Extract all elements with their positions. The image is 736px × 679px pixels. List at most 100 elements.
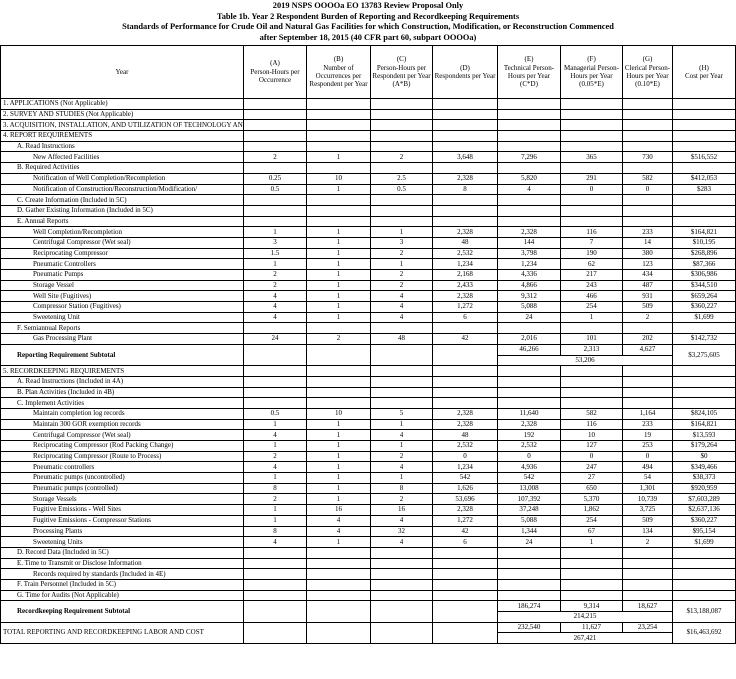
empty-cell xyxy=(432,162,498,174)
row-label: Pneumatic pumps (controlled) xyxy=(0,482,244,495)
row-label: Gas Processing Plant xyxy=(0,333,244,345)
empty-cell xyxy=(622,194,673,206)
cell-value: 3,798 xyxy=(497,247,561,260)
empty-cell xyxy=(370,557,433,570)
cell-value: 582 xyxy=(622,172,673,185)
cell-value: 48 xyxy=(432,429,498,441)
empty-cell xyxy=(672,546,736,559)
row-label: F. Semiannual Reports xyxy=(0,322,244,335)
cell-value: 2,328 xyxy=(432,172,498,185)
row-label: Pneumatic Controllers xyxy=(0,258,244,270)
empty-cell xyxy=(370,568,433,580)
cell-value: 8 xyxy=(243,525,307,538)
empty-cell xyxy=(560,108,623,121)
cell-value: 380 xyxy=(622,247,673,260)
cell-value: 2 xyxy=(370,247,433,260)
empty-cell xyxy=(432,397,498,409)
empty-cell xyxy=(672,194,736,206)
cell-value: 1 xyxy=(306,301,371,313)
empty-cell xyxy=(243,108,307,121)
table-row: Compressor Station (Fugitives) 4 1 4 1,272 5,… xyxy=(0,301,736,313)
cell-value: 4 xyxy=(370,429,433,441)
cell-value: 27 xyxy=(560,472,623,484)
row-label: D. Record Data (Included in 5C) xyxy=(0,546,244,559)
cell-value: 48 xyxy=(370,333,433,345)
cell-value: 2,433 xyxy=(432,279,498,292)
empty-cell xyxy=(306,98,371,110)
empty-cell xyxy=(306,215,371,228)
cell-value: 2,168 xyxy=(432,269,498,281)
table-row: 4. REPORT REQUIREMENTS xyxy=(0,130,736,142)
cell-value: 2,328 xyxy=(432,290,498,303)
empty-cell xyxy=(370,589,433,602)
combined-total: 53,206 xyxy=(497,354,673,367)
empty-cell xyxy=(370,365,433,377)
empty-cell xyxy=(672,397,736,409)
empty-cell xyxy=(622,215,673,228)
cell-value: 4 xyxy=(370,290,433,303)
column-letter: (G) xyxy=(642,55,653,64)
empty-cell xyxy=(672,108,736,121)
empty-cell xyxy=(672,578,736,591)
table-row: D. Gather Existing Information (Included… xyxy=(0,204,736,217)
cell-value: 2,328 xyxy=(497,418,561,431)
row-label: A. Read Instructions (Included in 4A) xyxy=(0,375,244,388)
cell-value: 67 xyxy=(560,525,623,538)
empty-cell xyxy=(370,194,433,206)
table-row: TOTAL REPORTING AND RECORDKEEPING LABOR … xyxy=(0,621,736,645)
empty-cell xyxy=(243,119,307,132)
cell-value: 4 xyxy=(370,311,433,324)
row-label: Fugitive Emissions - Well Sites xyxy=(0,504,244,516)
cell-value: 2,328 xyxy=(432,407,498,420)
empty-cell xyxy=(243,194,307,206)
column-label: Person-Hours per Respondent per Year (A*… xyxy=(372,63,431,89)
empty-cell xyxy=(243,621,307,645)
empty-cell xyxy=(306,119,371,132)
cell-value: 4,866 xyxy=(497,279,561,292)
cell-value: 190 xyxy=(560,247,623,260)
total-value: 9,314 xyxy=(560,600,623,612)
cell-value: 494 xyxy=(622,461,673,474)
empty-cell xyxy=(370,600,433,623)
total-cost: $13,188,087 xyxy=(672,600,736,623)
row-label: B. Required Activities xyxy=(0,162,244,174)
cell-value: 2 xyxy=(306,333,371,345)
empty-cell xyxy=(622,546,673,559)
cell-value: 3 xyxy=(370,236,433,249)
row-label: 2. SURVEY AND STUDIES (Not Applicable) xyxy=(0,108,244,121)
empty-cell xyxy=(622,108,673,121)
row-label: E. Time to Transmit or Disclose Informat… xyxy=(0,557,244,570)
cell-value: 254 xyxy=(560,301,623,313)
total-cost: $3,275,605 xyxy=(672,343,736,367)
cell-value: 2 xyxy=(370,151,433,164)
empty-cell xyxy=(243,546,307,559)
cell-value: 1 xyxy=(306,269,371,281)
total-label: Recordkeeping Requirement Subtotal xyxy=(0,600,244,623)
cell-value: 123 xyxy=(622,258,673,270)
empty-cell xyxy=(622,365,673,377)
cell-value: 291 xyxy=(560,172,623,185)
cell-value: 5 xyxy=(370,407,433,420)
empty-cell xyxy=(672,386,736,399)
cell-value: 10 xyxy=(306,172,371,185)
empty-cell xyxy=(306,365,371,377)
row-label: D. Gather Existing Information (Included… xyxy=(0,204,244,217)
empty-cell xyxy=(622,386,673,399)
row-label: Maintain completion log records xyxy=(0,407,244,420)
row-label: Storage Vessels xyxy=(0,493,244,506)
cell-value: 54 xyxy=(622,472,673,484)
cell-value: 1,234 xyxy=(432,461,498,474)
empty-cell xyxy=(243,365,307,377)
cell-value: 2,532 xyxy=(497,440,561,452)
empty-cell xyxy=(672,98,736,110)
row-label: C. Implement Activities xyxy=(0,397,244,409)
empty-cell xyxy=(497,140,561,153)
empty-cell xyxy=(243,578,307,591)
cell-value: 116 xyxy=(560,418,623,431)
empty-cell xyxy=(622,322,673,335)
table-row: Centrifugal Compressor (Wet seal) 3 1 3 48 14… xyxy=(0,236,736,249)
empty-cell xyxy=(306,108,371,121)
cell-value: 1 xyxy=(306,183,371,196)
empty-cell xyxy=(622,589,673,602)
empty-cell xyxy=(370,119,433,132)
